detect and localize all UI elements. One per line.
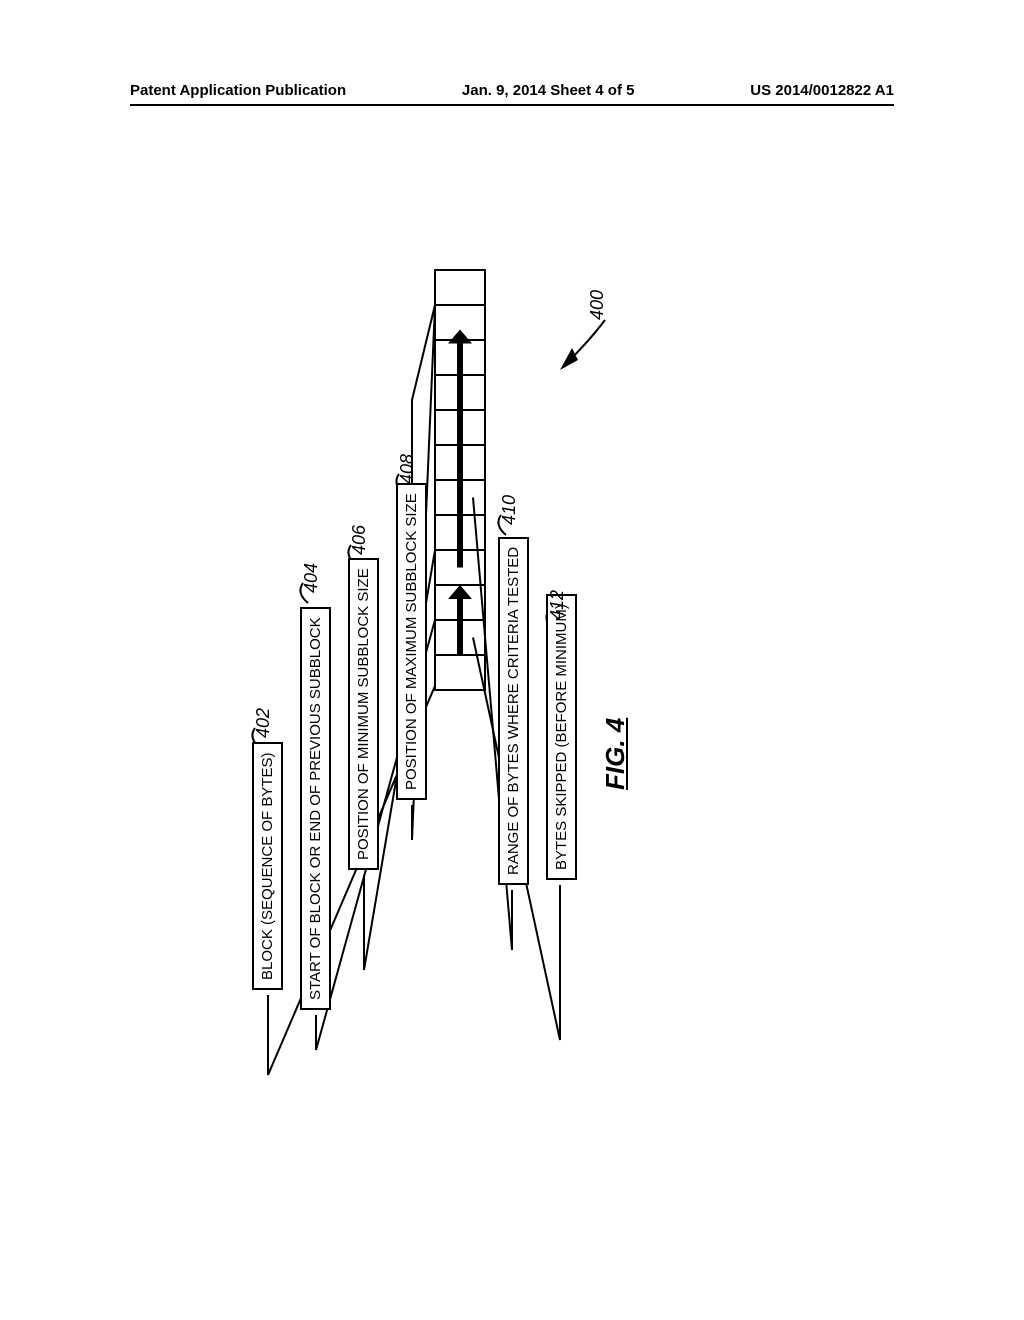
label-range: RANGE OF BYTES WHERE CRITERIA TESTED <box>498 537 529 885</box>
ref-406: 406 <box>349 525 370 555</box>
ref-400: 400 <box>587 290 608 320</box>
page-header: Patent Application Publication Jan. 9, 2… <box>130 82 894 99</box>
ref-402: 402 <box>253 708 274 738</box>
ref-412: 412 <box>547 590 568 620</box>
ref-408: 408 <box>397 454 418 484</box>
label-start: START OF BLOCK OR END OF PREVIOUS SUBBLO… <box>300 607 331 1010</box>
header-center: Jan. 9, 2014 Sheet 4 of 5 <box>462 82 635 99</box>
label-min: POSITION OF MINIMUM SUBBLOCK SIZE <box>348 558 379 870</box>
header-rule <box>130 104 894 106</box>
figure-4: BLOCK (SEQUENCE OF BYTES) START OF BLOCK… <box>160 250 680 1090</box>
label-max: POSITION OF MAXIMUM SUBBLOCK SIZE <box>396 483 427 800</box>
figure-caption: FIG. 4 <box>600 718 631 790</box>
header-right: US 2014/0012822 A1 <box>750 82 894 99</box>
header-left: Patent Application Publication <box>130 82 346 99</box>
ref-404: 404 <box>301 563 322 593</box>
label-block: BLOCK (SEQUENCE OF BYTES) <box>252 742 283 990</box>
ref-410: 410 <box>499 495 520 525</box>
label-skipped: BYTES SKIPPED (BEFORE MINIMUM) <box>546 594 577 880</box>
